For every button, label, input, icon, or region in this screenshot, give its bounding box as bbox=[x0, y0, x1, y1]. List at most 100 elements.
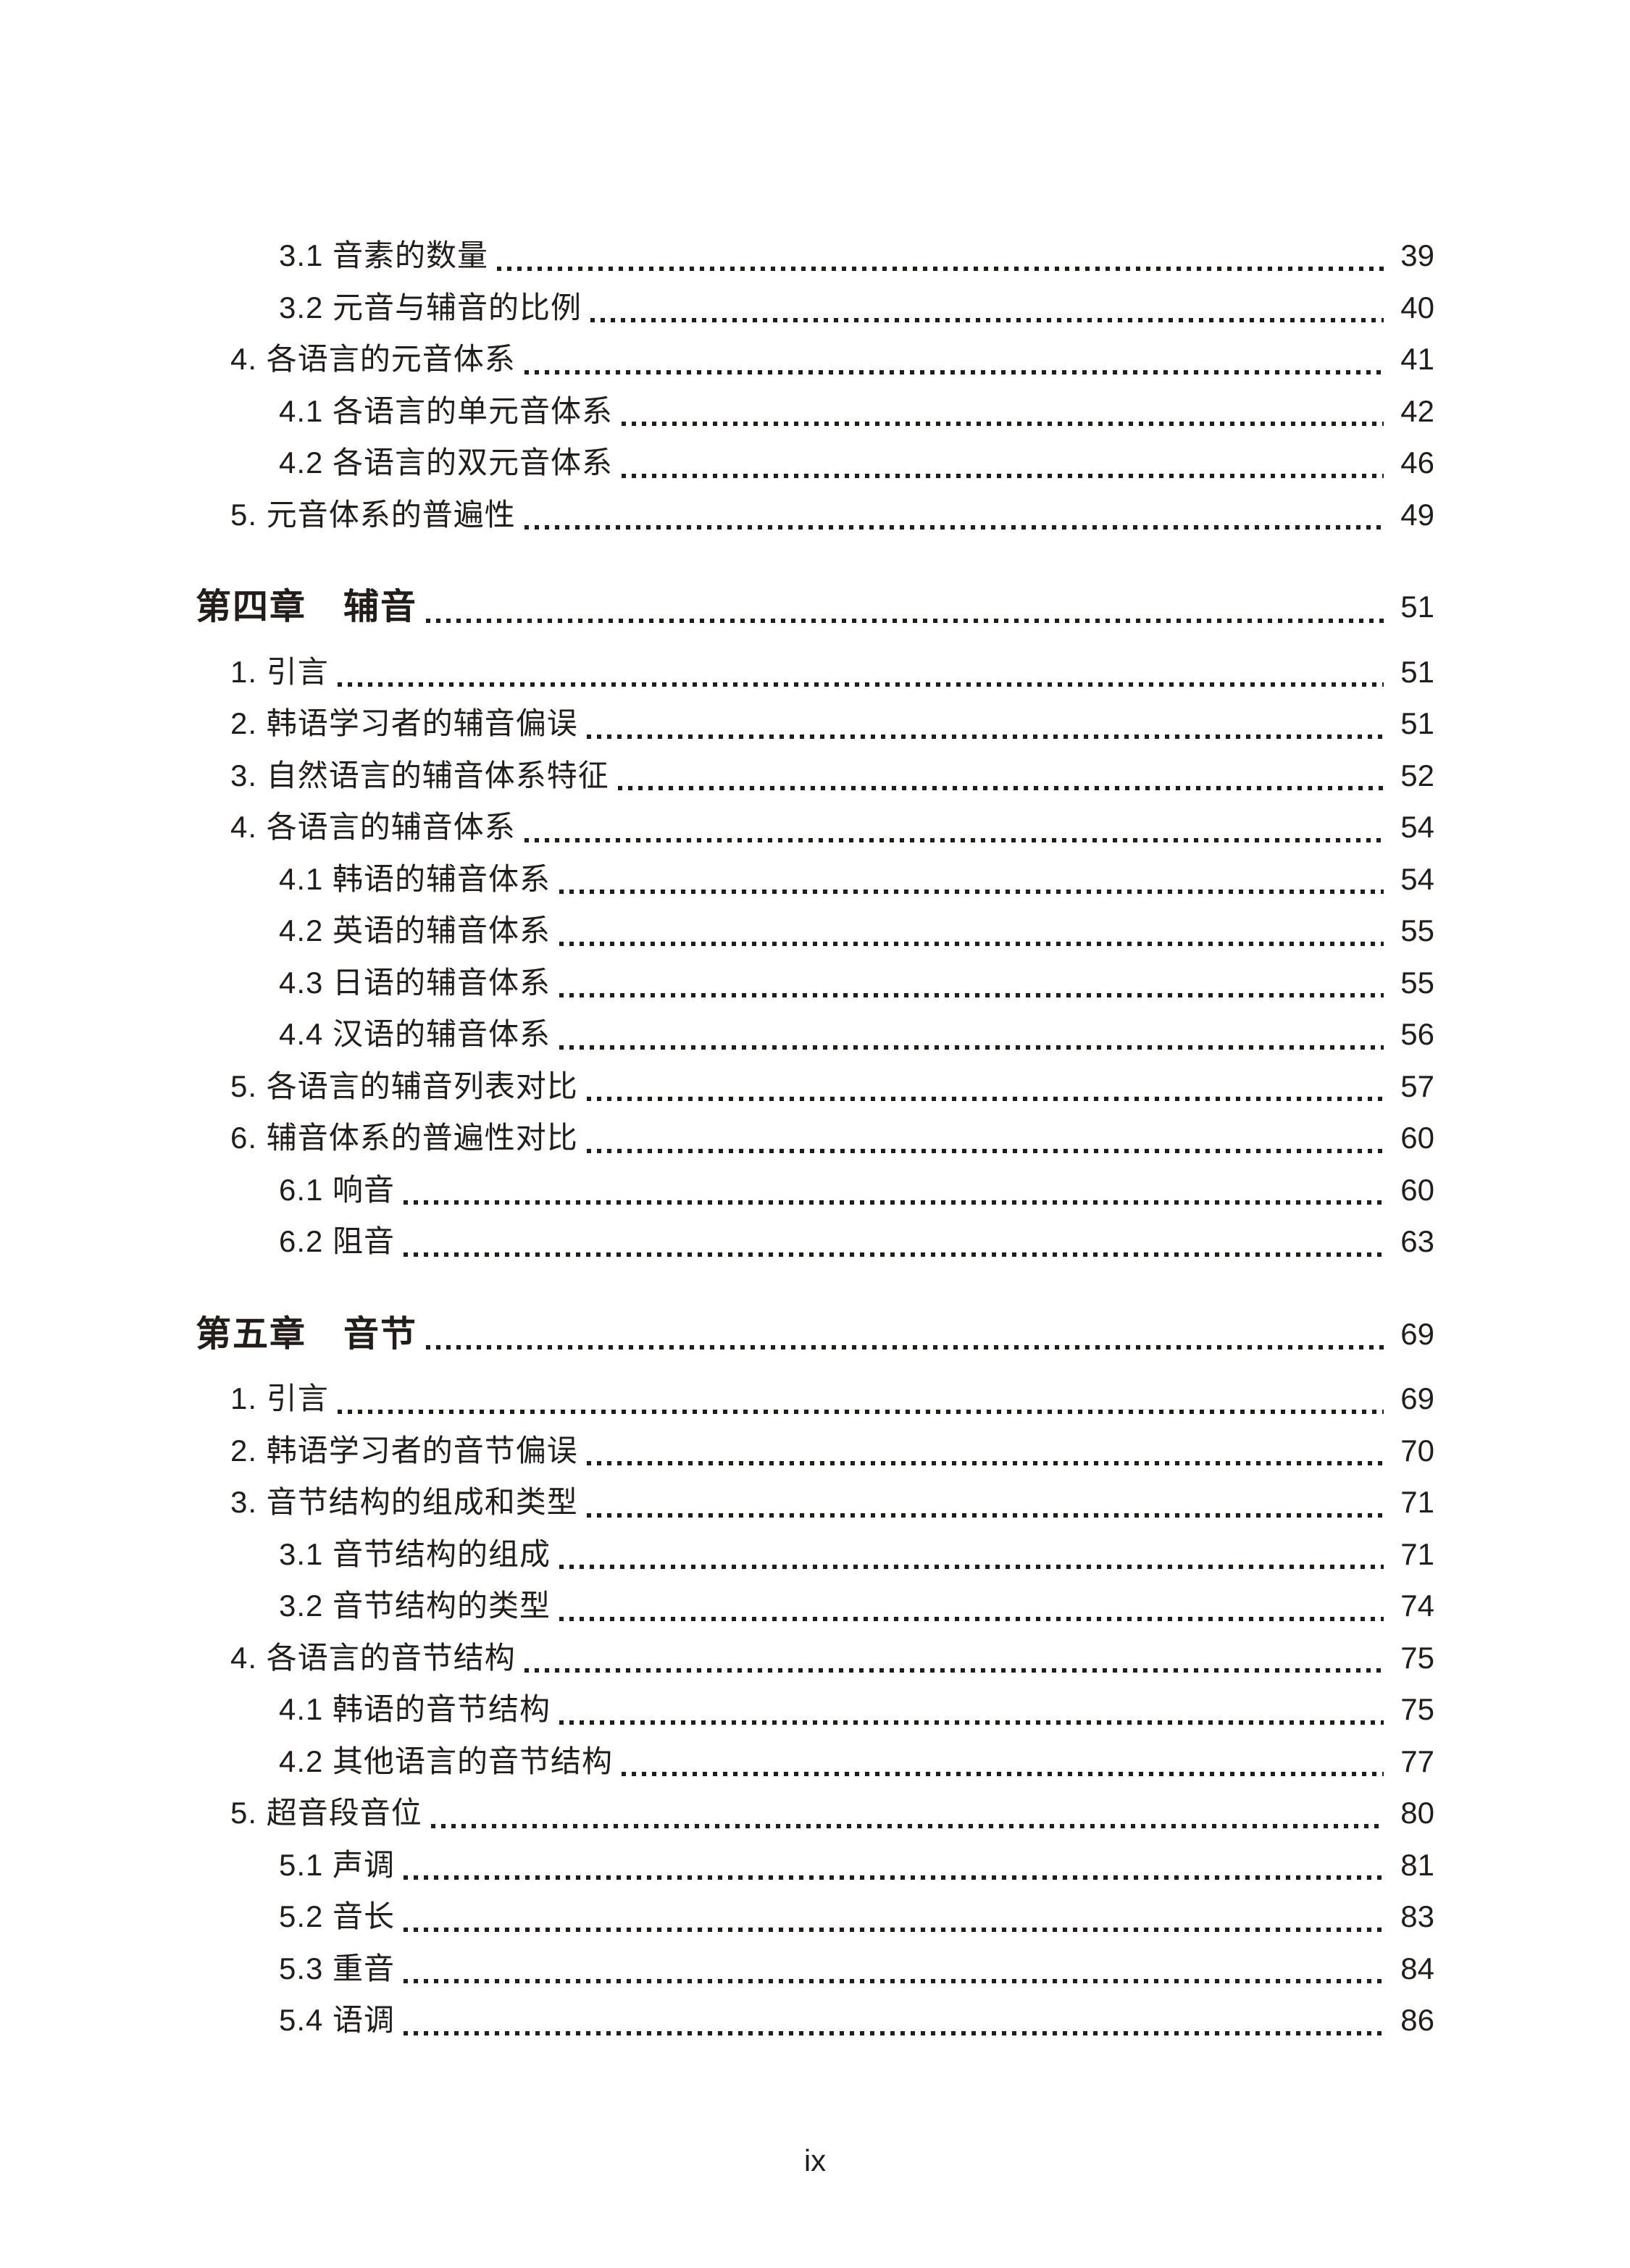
dot-leader bbox=[404, 1979, 1384, 1983]
toc-entry-label: 5.3 重音 bbox=[279, 1951, 396, 1985]
toc-entry-label: 4.2 各语言的双元音体系 bbox=[279, 445, 614, 480]
toc-entry-page-number: 56 bbox=[1400, 1017, 1434, 1051]
toc-entry-row: 5. 元音体系的普遍性 49 bbox=[0, 489, 1434, 541]
toc-entry-label: 3.2 元音与辅音的比例 bbox=[279, 290, 582, 325]
dot-leader bbox=[559, 941, 1384, 946]
dot-leader bbox=[586, 1097, 1384, 1101]
toc-entry-label: 4. 各语言的元音体系 bbox=[230, 342, 516, 376]
toc-entry-row: 5.2 音长 83 bbox=[0, 1891, 1434, 1943]
toc-entry-page-number: 51 bbox=[1400, 706, 1434, 740]
toc-entry-row: 3.2 音节结构的类型 74 bbox=[0, 1580, 1434, 1632]
toc-entry-label: 5.2 音长 bbox=[279, 1899, 396, 1933]
toc-entry-page-number: 55 bbox=[1400, 913, 1434, 947]
toc-entry-page-number: 40 bbox=[1400, 290, 1434, 325]
toc-entry-row: 4. 各语言的音节结构 75 bbox=[0, 1632, 1434, 1684]
toc-entry-label: 4.4 汉语的辅音体系 bbox=[279, 1017, 551, 1051]
dot-leader bbox=[559, 1045, 1384, 1050]
toc-entry-row: 4.1 韩语的音节结构 75 bbox=[0, 1683, 1434, 1736]
toc-entry-label: 4.1 各语言的单元音体系 bbox=[279, 393, 614, 428]
toc-entry-page-number: 69 bbox=[1400, 1381, 1434, 1415]
toc-entry-label: 4.3 日语的辅音体系 bbox=[279, 965, 551, 1000]
toc-entry-label: 4. 各语言的音节结构 bbox=[230, 1640, 516, 1675]
toc-entry-page-number: 74 bbox=[1400, 1589, 1434, 1623]
toc-entry-row: 4.2 其他语言的音节结构 77 bbox=[0, 1736, 1434, 1788]
toc-entry-label: 2. 韩语学习者的辅音偏误 bbox=[230, 706, 578, 740]
toc-entry-page-number: 39 bbox=[1400, 238, 1434, 272]
toc-entry-page-number: 83 bbox=[1400, 1899, 1434, 1933]
toc-entry-row: 6.1 响音 60 bbox=[0, 1164, 1434, 1216]
toc-entry-page-number: 54 bbox=[1400, 810, 1434, 844]
toc-entry-label: 3. 自然语言的辅音体系特征 bbox=[230, 758, 609, 792]
dot-leader bbox=[524, 837, 1384, 842]
toc-entry-row: 4.1 各语言的单元音体系 42 bbox=[0, 385, 1434, 438]
toc-entry-label: 3.1 音素的数量 bbox=[279, 238, 489, 272]
dot-leader bbox=[622, 1772, 1384, 1776]
toc-entry-row: 4.4 汉语的辅音体系 56 bbox=[0, 1008, 1434, 1060]
toc-entry-row: 2. 韩语学习者的音节偏误 70 bbox=[0, 1425, 1434, 1477]
toc-entry-page-number: 42 bbox=[1400, 393, 1434, 428]
dot-leader bbox=[524, 369, 1384, 374]
toc-entry-page-number: 54 bbox=[1400, 861, 1434, 896]
toc-entry-page-number: 84 bbox=[1400, 1951, 1434, 1985]
toc-entry-row: 3.2 元音与辅音的比例 40 bbox=[0, 282, 1434, 334]
dot-leader bbox=[497, 266, 1384, 271]
dot-leader bbox=[404, 1927, 1384, 1932]
toc-entry-label: 6.1 响音 bbox=[279, 1172, 396, 1207]
dot-leader bbox=[559, 890, 1384, 894]
toc-entry-page-number: 41 bbox=[1400, 342, 1434, 376]
dot-leader bbox=[586, 1461, 1384, 1465]
dot-leader bbox=[426, 1345, 1384, 1349]
toc-entry-page-number: 51 bbox=[1400, 654, 1434, 689]
dot-leader bbox=[559, 1616, 1384, 1621]
dot-leader bbox=[590, 318, 1384, 322]
dot-leader bbox=[337, 682, 1384, 687]
dot-leader bbox=[404, 1875, 1384, 1880]
toc-entry-label: 4. 各语言的辅音体系 bbox=[230, 810, 516, 844]
toc-entry-row: 5.4 语调 86 bbox=[0, 1994, 1434, 2046]
toc-entry-page-number: 81 bbox=[1400, 1847, 1434, 1882]
dot-leader bbox=[622, 422, 1384, 426]
dot-leader bbox=[426, 618, 1384, 623]
toc-chapter-row: 第五章 音节 69 bbox=[0, 1308, 1434, 1360]
toc-entry-row: 5.1 声调 81 bbox=[0, 1839, 1434, 1891]
toc-entry-page-number: 57 bbox=[1400, 1068, 1434, 1103]
toc-chapter-label: 第五章 音节 bbox=[196, 1313, 418, 1354]
dot-leader bbox=[617, 786, 1384, 790]
toc-entry-row: 4.3 日语的辅音体系 55 bbox=[0, 957, 1434, 1009]
toc-entry-label: 5. 元音体系的普遍性 bbox=[230, 497, 516, 532]
toc-entry-page-number: 70 bbox=[1400, 1433, 1434, 1468]
toc-entry-row: 3.1 音节结构的组成 71 bbox=[0, 1528, 1434, 1581]
dot-leader bbox=[337, 1409, 1384, 1414]
toc-entry-row: 4.1 韩语的辅音体系 54 bbox=[0, 853, 1434, 905]
toc-entry-row: 3. 自然语言的辅音体系特征 52 bbox=[0, 750, 1434, 802]
toc-entry-page-number: 55 bbox=[1400, 965, 1434, 1000]
toc-entry-label: 5. 各语言的辅音列表对比 bbox=[230, 1068, 578, 1103]
toc-entry-page-number: 75 bbox=[1400, 1640, 1434, 1675]
toc-entry-row: 4. 各语言的辅音体系 54 bbox=[0, 801, 1434, 853]
dot-leader bbox=[586, 734, 1384, 739]
toc-entry-row: 5.3 重音 84 bbox=[0, 1943, 1434, 1995]
toc-entry-label: 3.2 音节结构的类型 bbox=[279, 1589, 551, 1623]
dot-leader bbox=[586, 1512, 1384, 1518]
toc-entry-label: 5. 超音段音位 bbox=[230, 1796, 422, 1830]
toc-entry-label: 6. 辅音体系的普遍性对比 bbox=[230, 1121, 578, 1155]
dot-leader bbox=[404, 1252, 1384, 1257]
toc-list: 3.1 音素的数量 39 3.2 元音与辅音的比例 40 4. 各语言的元音体系 41 4.… bbox=[0, 230, 1434, 2046]
toc-entry-row: 2. 韩语学习者的辅音偏误 51 bbox=[0, 698, 1434, 750]
toc-entry-label: 4.2 英语的辅音体系 bbox=[279, 913, 551, 947]
toc-entry-row: 5. 超音段音位 80 bbox=[0, 1787, 1434, 1839]
toc-entry-row: 4.2 英语的辅音体系 55 bbox=[0, 905, 1434, 957]
toc-entry-page-number: 49 bbox=[1400, 497, 1434, 532]
toc-entry-row: 1. 引言 69 bbox=[0, 1373, 1434, 1425]
toc-entry-label: 5.4 语调 bbox=[279, 2003, 396, 2037]
dot-leader bbox=[622, 473, 1384, 478]
toc-entry-label: 6.2 阻音 bbox=[279, 1224, 396, 1258]
dot-leader bbox=[404, 1200, 1384, 1205]
toc-entry-page-number: 60 bbox=[1400, 1121, 1434, 1155]
toc-entry-page-number: 63 bbox=[1400, 1224, 1434, 1258]
toc-entry-row: 4.2 各语言的双元音体系 46 bbox=[0, 437, 1434, 489]
toc-entry-page-number: 51 bbox=[1400, 590, 1434, 624]
toc-entry-row: 1. 引言 51 bbox=[0, 646, 1434, 698]
toc-entry-page-number: 86 bbox=[1400, 2003, 1434, 2037]
toc-entry-page-number: 71 bbox=[1400, 1485, 1434, 1519]
